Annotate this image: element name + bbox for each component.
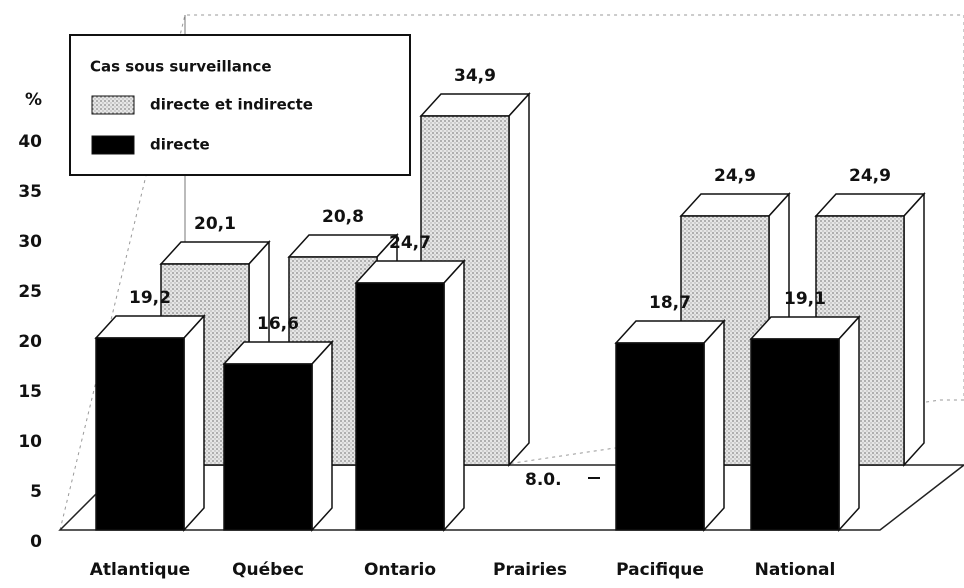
- legend-label: directe et indirecte: [150, 96, 313, 114]
- bar-side: [183, 314, 205, 532]
- y-tick-label: 15: [18, 382, 42, 402]
- y-tick-label: 25: [18, 282, 42, 302]
- x-tick-label: Prairies: [493, 560, 567, 580]
- y-tick-label: 10: [18, 432, 42, 452]
- value-label: 18,7: [649, 293, 691, 313]
- value-label: 34,9: [454, 66, 496, 86]
- x-tick-label: Ontario: [364, 560, 436, 580]
- bar-side: [443, 259, 465, 532]
- value-label: 24,7: [389, 233, 431, 253]
- y-tick-label: 20: [18, 332, 42, 352]
- bar: [355, 282, 445, 531]
- x-tick-label: Atlantique: [90, 560, 190, 580]
- x-tick-label: Québec: [232, 560, 304, 580]
- bar: [95, 337, 185, 531]
- bar-side: [508, 92, 530, 467]
- y-tick-label: 40: [18, 132, 42, 152]
- bar: [615, 342, 705, 531]
- bar: [750, 338, 840, 531]
- y-tick-label: 5: [30, 482, 42, 502]
- value-label: 19,1: [784, 289, 826, 309]
- y-tick-label: 0: [30, 532, 42, 552]
- bar-side: [311, 340, 333, 532]
- bar: [223, 363, 313, 531]
- value-label: 16,6: [257, 314, 299, 334]
- value-label: 24,9: [714, 166, 756, 186]
- bar-side: [903, 192, 925, 467]
- value-label: 19,2: [129, 288, 171, 308]
- legend-swatch: [91, 95, 135, 115]
- legend-swatch: [91, 135, 135, 155]
- annotation: 8.0.: [525, 470, 562, 490]
- x-tick-label: National: [755, 560, 836, 580]
- x-tick-label: Pacifique: [616, 560, 704, 580]
- value-label: 20,8: [322, 207, 364, 227]
- y-axis-label: %: [25, 90, 42, 110]
- bar-side: [703, 319, 725, 532]
- legend-title: Cas sous surveillance: [90, 58, 272, 76]
- y-tick-label: 30: [18, 232, 42, 252]
- value-label: 24,9: [849, 166, 891, 186]
- value-label: 20,1: [194, 214, 236, 234]
- bar-side: [838, 315, 860, 532]
- y-tick-label: 35: [18, 182, 42, 202]
- legend-label: directe: [150, 136, 210, 154]
